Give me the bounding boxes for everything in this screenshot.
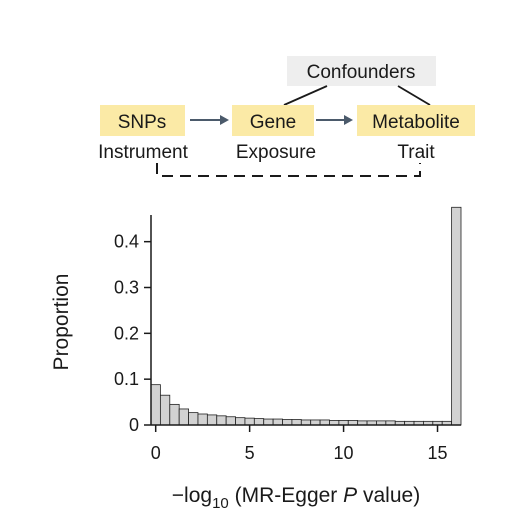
histogram-bar bbox=[216, 415, 227, 426]
histogram-bar bbox=[159, 394, 171, 426]
histogram-bar bbox=[272, 418, 283, 426]
histogram-bar bbox=[197, 413, 208, 426]
bars bbox=[150, 206, 462, 426]
y-ticks: 0 0.1 0.2 0.3 0.4 bbox=[114, 232, 151, 435]
histogram-bar bbox=[263, 418, 274, 426]
gene-label: Gene bbox=[250, 112, 296, 133]
x-ticks: 0 5 10 15 bbox=[151, 425, 448, 463]
histogram-bar bbox=[188, 412, 199, 426]
dashed-bypass-line bbox=[156, 163, 421, 177]
confounder-to-gene-line bbox=[283, 85, 328, 106]
x-tick-label: 15 bbox=[427, 443, 447, 463]
gene-box bbox=[232, 105, 314, 136]
confounders-box bbox=[287, 56, 436, 86]
y-axis-label: Proportion bbox=[50, 274, 73, 371]
arrow-snps-to-gene bbox=[190, 115, 229, 125]
y-tick-label: 0.1 bbox=[114, 369, 139, 389]
metabolite-label: Metabolite bbox=[372, 112, 460, 133]
arrow-gene-to-metabolite bbox=[316, 115, 353, 125]
histogram: 0 0.1 0.2 0.3 0.4 0 5 10 15 Proportion −log10 (… bbox=[50, 206, 462, 512]
y-tick-label: 0.3 bbox=[114, 278, 139, 298]
histogram-bar bbox=[150, 384, 161, 426]
metabolite-box bbox=[357, 105, 475, 136]
y-tick-label: 0.2 bbox=[114, 323, 139, 343]
histogram-bar bbox=[225, 416, 236, 426]
confounder-to-metabolite-line bbox=[397, 85, 431, 106]
confounders-label: Confounders bbox=[307, 62, 416, 83]
y-tick-label: 0 bbox=[129, 415, 139, 435]
histogram-bar bbox=[244, 417, 255, 426]
histogram-bar bbox=[169, 403, 180, 426]
histogram-bar bbox=[206, 414, 218, 426]
instrument-label: Instrument bbox=[98, 142, 188, 163]
exposure-label: Exposure bbox=[236, 142, 316, 163]
x-tick-label: 0 bbox=[151, 443, 161, 463]
x-tick-label: 10 bbox=[334, 443, 354, 463]
histogram-bar bbox=[319, 419, 330, 426]
histogram-bar bbox=[300, 419, 312, 426]
snps-box bbox=[100, 105, 185, 136]
histogram-bar bbox=[451, 206, 462, 426]
histogram-bar bbox=[178, 408, 189, 426]
x-tick-label: 5 bbox=[245, 443, 255, 463]
y-tick-label: 0.4 bbox=[114, 232, 139, 252]
histogram-bar bbox=[282, 419, 293, 426]
histogram-bar bbox=[235, 417, 246, 426]
histogram-bar bbox=[310, 419, 321, 426]
histogram-bar bbox=[253, 418, 265, 426]
x-axis-label: −log10 (MR-Egger P value) bbox=[172, 484, 420, 512]
trait-label: Trait bbox=[397, 142, 435, 163]
causal-diagram: Confounders SNPs Gene Metabolite Instrum… bbox=[98, 56, 475, 177]
histogram-bar bbox=[291, 419, 302, 426]
snps-label: SNPs bbox=[118, 112, 167, 133]
